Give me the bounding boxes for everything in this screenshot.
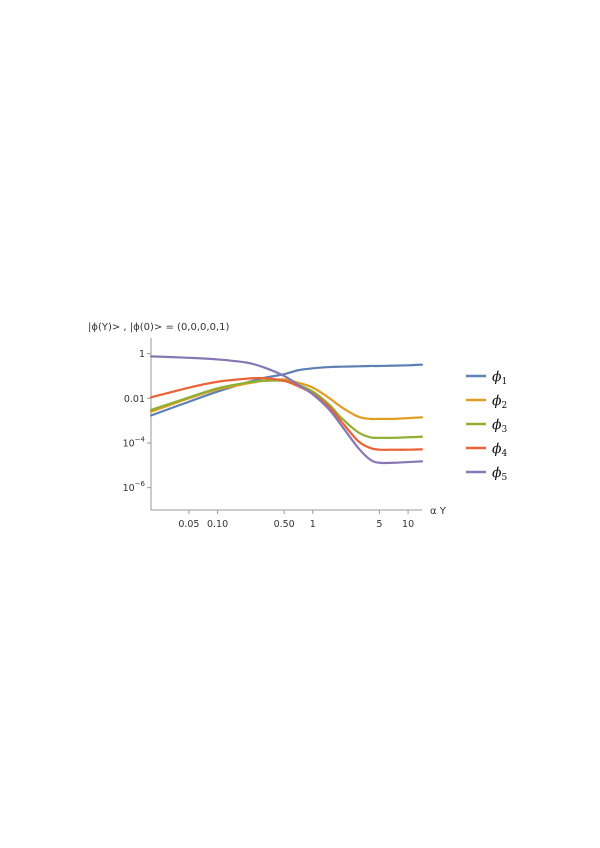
x-tick-label: 0.10 (207, 519, 228, 530)
legend-series-subscript: 1 (502, 377, 508, 387)
x-tick-label: 0.50 (274, 519, 295, 530)
series-lines (149, 355, 424, 465)
series-line-3 (149, 379, 424, 439)
legend-series-subscript: 5 (502, 473, 508, 483)
y-tick-label: 10−6 (123, 480, 146, 494)
y-tick-label: 10−4 (123, 435, 146, 449)
y-tick-base: 10 (123, 483, 135, 494)
x-axis-title: α Y (430, 506, 447, 517)
legend-series-name: ϕ (492, 465, 502, 481)
x-tick-label: 0.05 (178, 519, 199, 530)
legend-series-subscript: 2 (502, 401, 508, 411)
x-ticks: 0.05 0.10 0.50 1 5 10 (178, 510, 414, 530)
legend-series-name: ϕ (492, 369, 502, 385)
y-axis-title: |ϕ(Y)> , |ϕ(0)> = (0,0,0,0,1) (88, 322, 229, 333)
x-tick-label: 1 (310, 519, 316, 530)
y-tick-base: 0.01 (124, 394, 145, 405)
x-tick-label: 10 (402, 519, 414, 530)
legend-label-3: ϕ3 (492, 417, 508, 435)
y-tick-label: 0.01 (124, 394, 145, 405)
series-line-2 (149, 378, 424, 421)
legend-label-5: ϕ5 (492, 465, 508, 483)
series-line-1 (149, 363, 424, 417)
y-tick-label: 1 (139, 349, 145, 360)
series-line-4 (149, 376, 424, 451)
legend-series-subscript: 3 (502, 425, 508, 435)
y-tick-base: 1 (139, 349, 145, 360)
legend-series-name: ϕ (492, 441, 502, 457)
legend-label-2: ϕ2 (492, 393, 507, 411)
y-tick-exponent: −4 (135, 435, 146, 443)
series-line-5 (149, 355, 424, 465)
legend-label-4: ϕ4 (492, 441, 508, 459)
y-tick-exponent: −6 (135, 480, 146, 488)
legend-label-1: ϕ1 (492, 369, 507, 387)
legend-series-name: ϕ (492, 417, 502, 433)
x-tick-label: 5 (376, 519, 382, 530)
legend-series-subscript: 4 (502, 449, 508, 459)
y-tick-base: 10 (123, 438, 135, 449)
legend-series-name: ϕ (492, 393, 502, 409)
